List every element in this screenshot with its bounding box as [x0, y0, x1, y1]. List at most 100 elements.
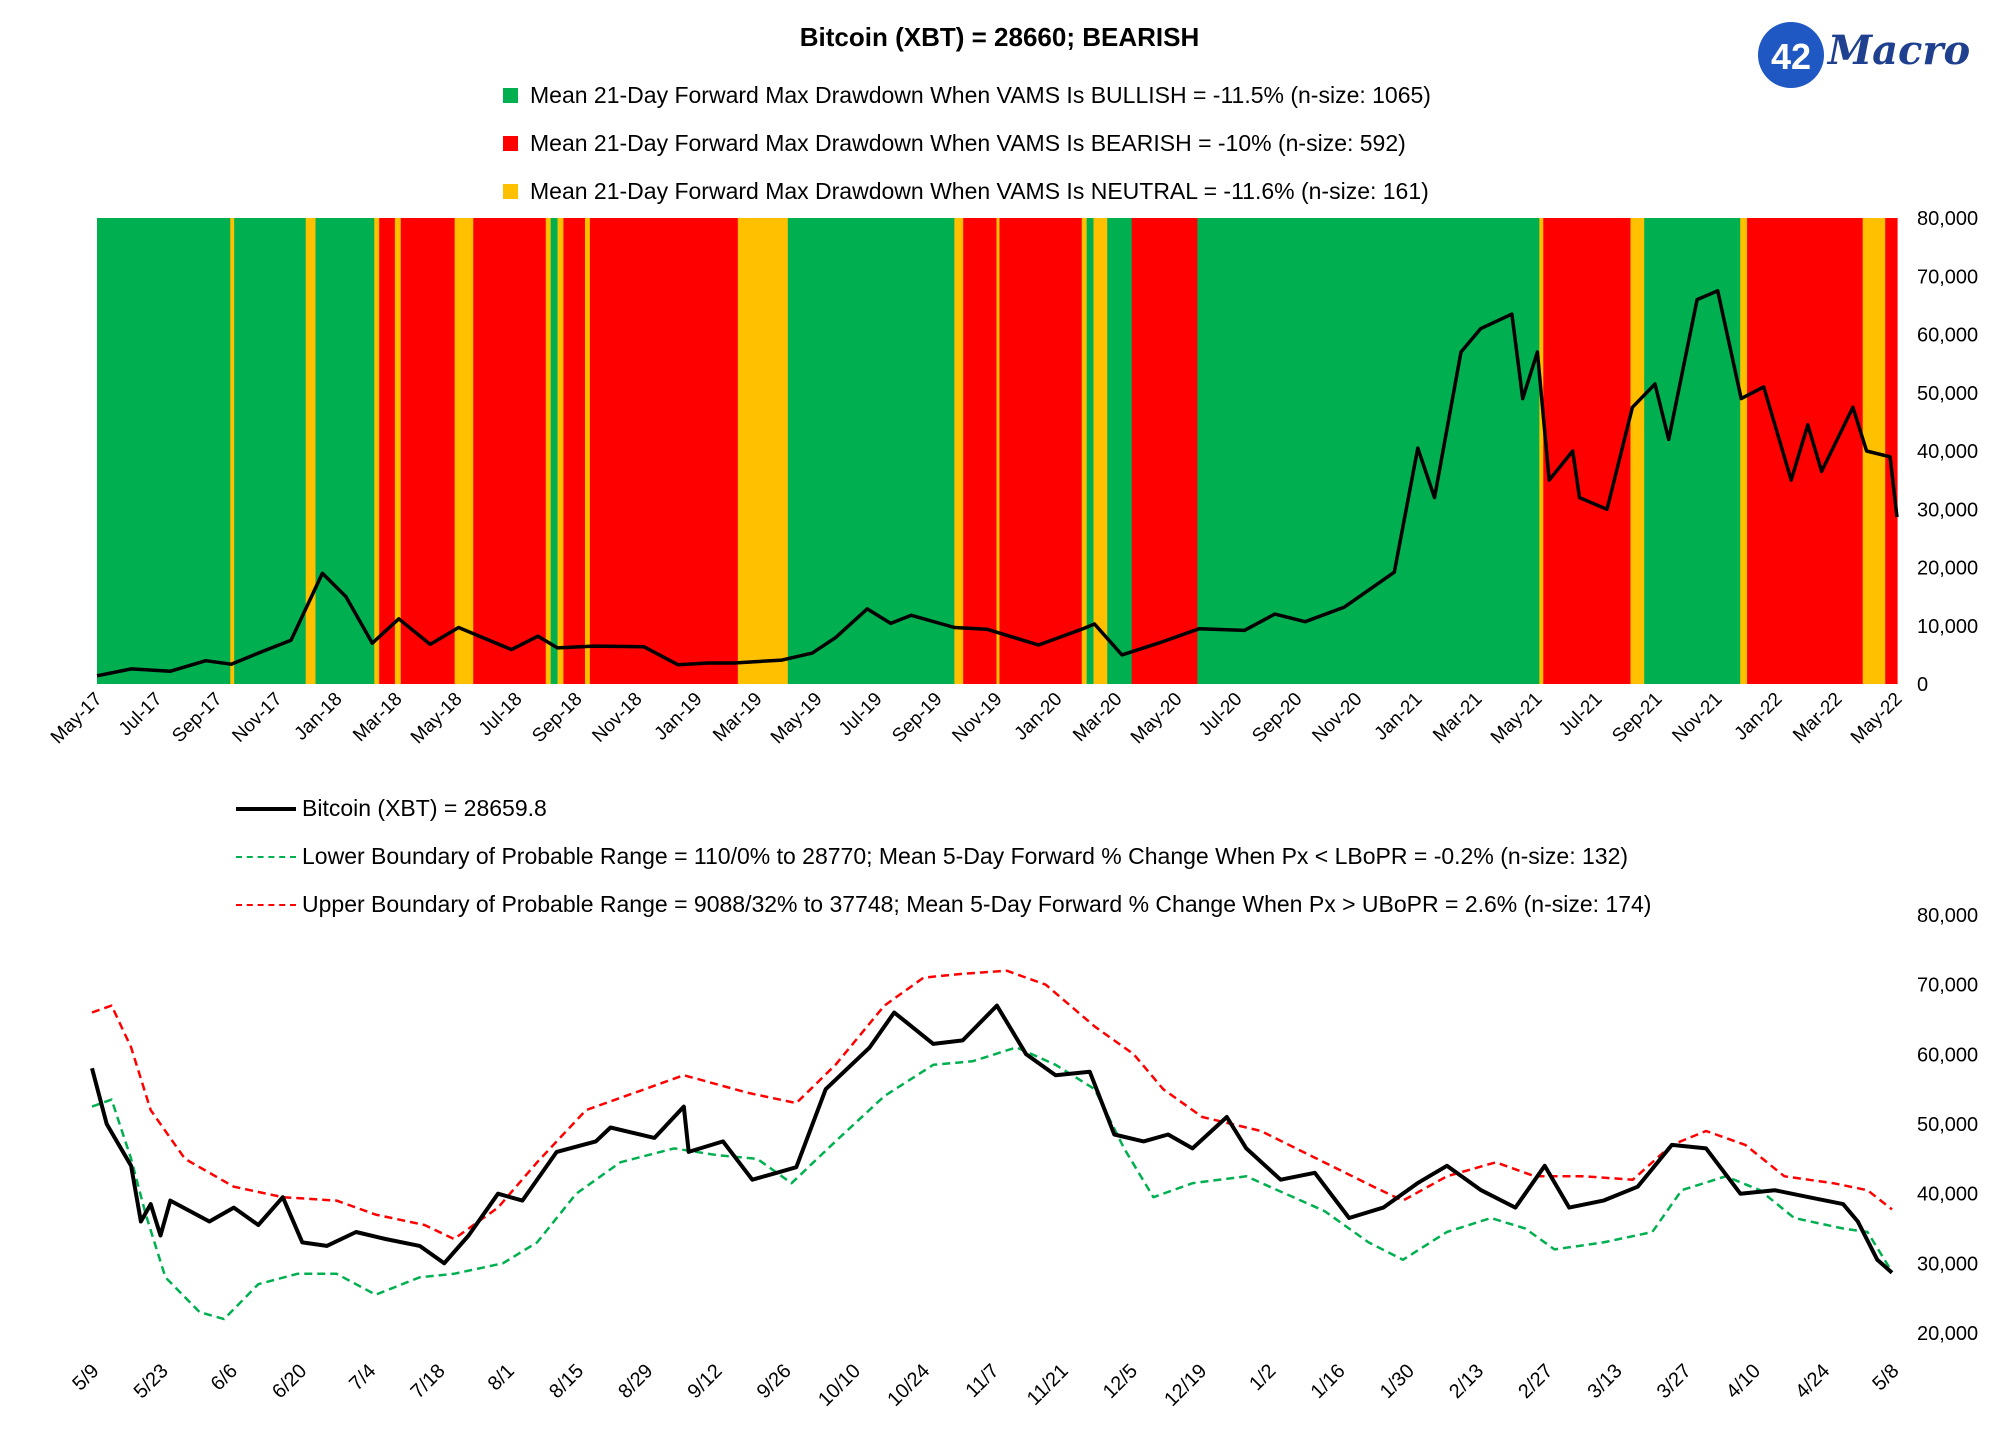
y-tick-label: 30,000 — [1917, 499, 1978, 521]
regime-band-bullish — [787, 218, 955, 684]
regime-band-bullish — [1197, 218, 1540, 684]
y-tick-label: 80,000 — [1917, 905, 1978, 927]
x-tick-label: 5/9 — [68, 1360, 103, 1395]
regime-band-bearish — [589, 218, 739, 684]
y-tick-label: 40,000 — [1917, 1184, 1978, 1206]
top-chart: 0 10,000 20,000 30,000 40,000 50,000 60,000 70,… — [47, 208, 1978, 748]
x-tick-label: 1/2 — [1245, 1360, 1280, 1395]
regime-band-bearish — [963, 218, 998, 684]
regime-band-neutral — [1862, 218, 1886, 684]
legend-label: Mean 21-Day Forward Max Drawdown When VA… — [530, 82, 1431, 108]
regime-band-bullish — [550, 218, 559, 684]
x-tick-label: 12/19 — [1160, 1360, 1211, 1411]
y-tick-label: 60,000 — [1917, 1044, 1978, 1066]
x-tick-label: 8/29 — [614, 1360, 657, 1403]
bottom-legend-item-lower: Lower Boundary of Probable Range = 110/0… — [236, 843, 1628, 870]
upper-boundary-line — [91, 969, 1893, 1241]
regime-band-neutral — [1630, 218, 1645, 684]
price-line — [96, 289, 1899, 678]
x-tick-label: 5/23 — [130, 1360, 173, 1403]
regime-band-neutral — [230, 218, 235, 684]
x-tick-label: 4/10 — [1722, 1360, 1765, 1403]
x-tick-label: 2/13 — [1445, 1360, 1488, 1403]
x-tick-label: 3/27 — [1653, 1360, 1696, 1403]
y-tick-label: 70,000 — [1917, 975, 1978, 997]
y-tick-label: 50,000 — [1917, 383, 1978, 405]
regime-band-bearish — [1747, 218, 1864, 684]
regime-band-bullish — [1644, 218, 1741, 684]
legend-swatch-bullish — [503, 88, 518, 103]
regime-band-bearish — [1131, 218, 1198, 684]
legend-swatch-bearish — [503, 136, 518, 151]
x-tick-label: 9/26 — [753, 1360, 796, 1403]
x-tick-label: 11/21 — [1023, 1360, 1073, 1410]
legend-label: Bitcoin (XBT) = 28659.8 — [302, 795, 547, 821]
x-tick-label: 7/18 — [407, 1360, 450, 1403]
x-tick-label: 6/6 — [207, 1360, 242, 1395]
regime-band-bearish — [1543, 218, 1632, 684]
regime-band-bullish — [1107, 218, 1133, 684]
top-legend-item-bullish: Mean 21-Day Forward Max Drawdown When VA… — [503, 82, 1431, 109]
x-tick-label: 1/30 — [1376, 1360, 1419, 1403]
legend-line-upper — [236, 903, 296, 906]
regime-band-neutral — [584, 218, 591, 684]
legend-line-lower — [236, 855, 296, 858]
chart-title: Bitcoin (XBT) = 28660; BEARISH — [799, 22, 1200, 52]
regime-band-neutral — [1539, 218, 1544, 684]
x-tick-label: 10/10 — [814, 1360, 865, 1411]
logo-circle — [1758, 22, 1824, 88]
regime-band-neutral — [954, 218, 964, 684]
x-tick-label: 8/1 — [484, 1360, 519, 1395]
regime-band-bearish — [379, 218, 396, 684]
regime-band-neutral — [394, 218, 402, 684]
y-tick-label: 10,000 — [1917, 616, 1978, 638]
regime-band-neutral — [1740, 218, 1748, 684]
y-tick-label: 60,000 — [1917, 325, 1978, 347]
x-tick-label: 8/15 — [545, 1360, 588, 1403]
top-legend-item-neutral: Mean 21-Day Forward Max Drawdown When VA… — [503, 178, 1429, 205]
legend-label: Mean 21-Day Forward Max Drawdown When VA… — [530, 130, 1406, 156]
lower-boundary-line — [91, 1046, 1894, 1321]
regime-band-bearish — [1885, 218, 1898, 684]
regime-band-neutral — [996, 218, 1001, 684]
regime-band-neutral — [1081, 218, 1088, 684]
y-tick-label: 20,000 — [1917, 558, 1978, 580]
legend-label: Upper Boundary of Probable Range = 9088/… — [302, 891, 1652, 917]
x-tick-label: 7/4 — [345, 1360, 380, 1395]
regime-band-bullish — [97, 218, 231, 684]
regime-band-neutral — [1093, 218, 1108, 684]
x-tick-label: 1/16 — [1307, 1360, 1350, 1403]
logo-number: 42 — [1771, 36, 1811, 77]
x-tick-label: 5/8 — [1868, 1360, 1903, 1395]
x-tick-label: 10/24 — [883, 1360, 934, 1411]
regime-band-bearish — [473, 218, 547, 684]
legend-swatch-neutral — [503, 184, 518, 199]
regime-band-bullish — [315, 218, 375, 684]
top-legend-item-bearish: Mean 21-Day Forward Max Drawdown When VA… — [503, 130, 1406, 157]
regime-band-neutral — [454, 218, 474, 684]
price-line — [90, 1003, 1894, 1275]
x-tick-label: 3/13 — [1584, 1360, 1627, 1403]
regime-band-neutral — [305, 218, 317, 684]
x-tick-label: 9/12 — [684, 1360, 727, 1403]
y-tick-label: 0 — [1917, 674, 1928, 696]
x-tick-label: 4/24 — [1791, 1360, 1834, 1403]
x-tick-label: 2/27 — [1514, 1360, 1557, 1403]
regime-band-neutral — [557, 218, 565, 684]
y-tick-label: 30,000 — [1917, 1253, 1978, 1275]
regime-band-neutral — [737, 218, 789, 684]
y-tick-label: 50,000 — [1917, 1114, 1978, 1136]
regime-band-neutral — [545, 218, 552, 684]
bottom-legend-item-upper: Upper Boundary of Probable Range = 9088/… — [236, 891, 1651, 918]
bottom-legend-item-price: Bitcoin (XBT) = 28659.8 — [236, 795, 547, 822]
y-tick-label: 40,000 — [1917, 441, 1978, 463]
regime-band-bearish — [563, 218, 586, 684]
logo: 42 Macro — [1751, 14, 1981, 92]
x-tick-label: 6/20 — [268, 1360, 311, 1403]
legend-line-price — [236, 806, 296, 811]
x-tick-label: 12/5 — [1099, 1360, 1142, 1403]
logo-wordmark: Macro — [1826, 27, 1970, 74]
legend-label: Mean 21-Day Forward Max Drawdown When VA… — [530, 178, 1429, 204]
x-tick-label: 11/7 — [961, 1360, 1003, 1402]
